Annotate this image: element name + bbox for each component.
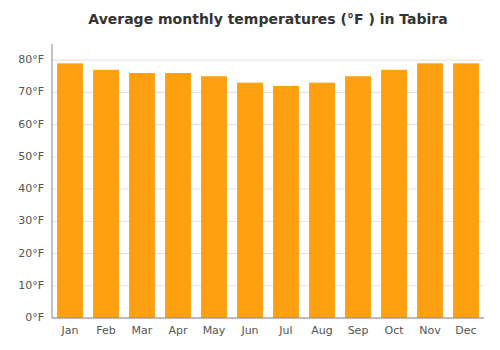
x-tick-label: Mar (132, 324, 153, 337)
bar (273, 86, 299, 318)
x-tick-label: Dec (455, 324, 476, 337)
bar (129, 73, 155, 318)
bar (201, 76, 227, 318)
grid (52, 60, 484, 318)
bar (381, 70, 407, 318)
bar (165, 73, 191, 318)
y-tick-label: 80°F (18, 53, 44, 66)
x-tick-label: May (203, 324, 226, 337)
y-tick-label: 30°F (18, 214, 44, 227)
y-tick-label: 20°F (18, 247, 44, 260)
x-tick-label: Sep (348, 324, 369, 337)
x-axis-line (52, 318, 484, 319)
y-axis-line (52, 44, 53, 318)
grid-line (52, 318, 484, 319)
bar (345, 76, 371, 318)
x-tick-label: Nov (419, 324, 441, 337)
chart-container: Average monthly temperatures (°F ) in Ta… (0, 0, 500, 350)
y-tick-label: 40°F (18, 182, 44, 195)
x-tick-label: Jul (278, 324, 292, 337)
bar (417, 63, 443, 318)
bar (309, 83, 335, 318)
chart-svg: Average monthly temperatures (°F ) in Ta… (0, 0, 500, 350)
y-tick-label: 60°F (18, 118, 44, 131)
y-tick-label: 10°F (18, 279, 44, 292)
x-tick-label: Aug (311, 324, 332, 337)
grid-line (52, 60, 484, 61)
bars (57, 63, 479, 318)
chart-title: Average monthly temperatures (°F ) in Ta… (88, 11, 447, 27)
x-tick-label: Feb (96, 324, 115, 337)
y-tick-label: 50°F (18, 150, 44, 163)
bar (93, 70, 119, 318)
x-tick-label: Jun (240, 324, 258, 337)
bar (57, 63, 83, 318)
bar (453, 63, 479, 318)
bar (237, 83, 263, 318)
y-tick-label: 70°F (18, 85, 44, 98)
y-tick-label: 0°F (25, 311, 44, 324)
x-tick-label: Apr (168, 324, 188, 337)
x-tick-label: Oct (384, 324, 404, 337)
x-tick-label: Jan (61, 324, 79, 337)
